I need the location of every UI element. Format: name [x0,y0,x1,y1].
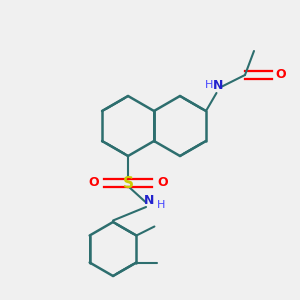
Text: N: N [213,79,223,92]
Text: H: H [205,80,213,91]
Text: O: O [88,176,99,190]
Text: N: N [144,194,154,208]
Text: O: O [157,176,168,190]
Text: H: H [157,200,165,211]
Text: S: S [122,176,134,190]
Text: O: O [276,68,286,82]
